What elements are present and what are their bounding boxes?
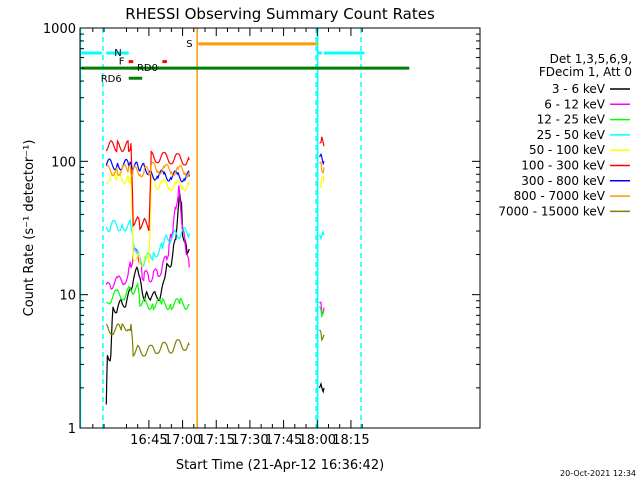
chart-title: RHESSI Observing Summary Count Rates [125, 5, 435, 23]
y-tick-label: 1000 [43, 22, 76, 37]
x-tick-label: 17:30 [231, 433, 268, 448]
series-line [319, 329, 325, 342]
series-line [319, 161, 325, 174]
series-line [105, 139, 190, 232]
legend-entry: 800 - 7000 keV [514, 189, 606, 203]
y-tick-label: 1 [68, 422, 76, 437]
series-line [105, 218, 190, 267]
x-axis-label: Start Time (21-Apr-12 16:36:42) [176, 458, 384, 473]
legend-entry: 6 - 12 keV [544, 97, 606, 111]
y-tick-label: 10 [59, 289, 76, 304]
x-tick-label: 17:00 [164, 433, 201, 448]
legend-entry: 300 - 800 keV [521, 174, 605, 188]
series-line [105, 323, 190, 358]
series-line [319, 176, 325, 188]
series-line [105, 161, 190, 178]
legend: Det 1,3,5,6,9,FDecim 1, Att 0 3 - 6 keV6 … [498, 52, 632, 218]
state-label: F [119, 57, 125, 68]
legend-entry: 25 - 50 keV [537, 128, 606, 142]
y-axis-label: Count Rate (s⁻¹ detector⁻¹) [22, 140, 37, 317]
legend-title: FDecim 1, Att 0 [539, 65, 632, 79]
series-line [318, 306, 325, 319]
series-line [318, 152, 325, 166]
legend-entry: 3 - 6 keV [552, 82, 606, 96]
plot-area: NFRD0RD6S16:4517:0017:1517:3017:4518:001… [43, 22, 481, 448]
timestamp: 20-Oct-2021 12:34 [560, 469, 636, 478]
series-line [105, 172, 190, 267]
legend-entry: 12 - 25 keV [537, 113, 606, 127]
series-line [318, 229, 325, 241]
x-tick-label: 17:15 [198, 433, 235, 448]
series-line [318, 381, 325, 394]
x-tick-label: 17:45 [265, 433, 302, 448]
state-label: S [186, 39, 192, 50]
legend-entry: 100 - 300 keV [521, 159, 605, 173]
x-tick-label: 16:45 [130, 433, 167, 448]
series-line [319, 136, 325, 147]
axes-frame [79, 27, 481, 429]
state-label: RD0 [137, 63, 158, 74]
series-line [105, 185, 190, 290]
x-tick-label: 18:15 [332, 433, 369, 448]
y-tick-label: 100 [51, 155, 76, 170]
legend-title: Det 1,3,5,6,9, [550, 52, 632, 66]
series-line [105, 193, 190, 405]
legend-entry: 50 - 100 keV [529, 143, 606, 157]
state-label: N [114, 48, 121, 59]
state-label: RD6 [101, 74, 122, 85]
series-line [106, 282, 190, 311]
x-tick-label: 18:00 [299, 433, 336, 448]
legend-entry: 7000 - 15000 keV [498, 204, 605, 218]
